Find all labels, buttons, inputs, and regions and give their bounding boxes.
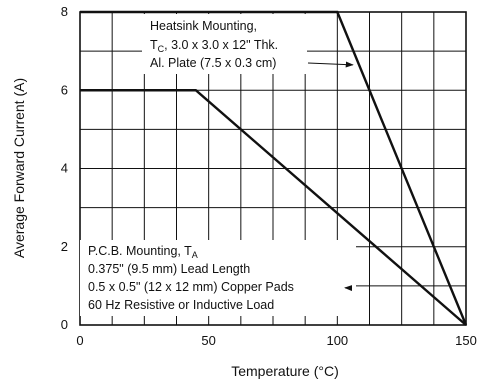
annotation-heatsink-line-1: Heatsink Mounting, <box>150 19 257 33</box>
annotation-pcb: P.C.B. Mounting, TA 0.375" (9.5 mm) Lead… <box>80 240 356 316</box>
annotation-pcb-bg <box>80 240 356 316</box>
x-tick-label: 50 <box>201 333 215 348</box>
y-axis-label: Average Forward Current (A) <box>11 78 27 258</box>
y-tick-label: 0 <box>61 317 68 332</box>
y-tick-label: 4 <box>61 161 68 176</box>
annotation-pcb-line-3: 0.5 x 0.5" (12 x 12 mm) Copper Pads <box>88 280 294 294</box>
annotation-heatsink-arrow <box>307 61 354 68</box>
x-tick-label: 100 <box>326 333 348 348</box>
annotation-heatsink-line-2: TC, 3.0 x 3.0 x 12" Thk. <box>150 38 278 54</box>
annotation-pcb-line-4: 60 Hz Resistive or Inductive Load <box>88 298 274 312</box>
series-line-1 <box>80 10 468 326</box>
x-tick-label: 150 <box>455 333 477 348</box>
tick-labels: 0 50 100 150 0 2 4 6 8 <box>61 4 477 348</box>
annotation-pcb-line-2: 0.375" (9.5 mm) Lead Length <box>88 262 250 276</box>
y-tick-label: 2 <box>61 239 68 254</box>
annotation-pcb-line-1: P.C.B. Mounting, TA <box>88 244 198 260</box>
y-tick-label: 8 <box>61 4 68 19</box>
x-tick-label: 0 <box>76 333 83 348</box>
series-lines <box>80 10 468 326</box>
y-tick-label: 6 <box>61 82 68 97</box>
x-axis-label: Temperature (°C) <box>231 363 339 379</box>
annotation-heatsink-line-3: Al. Plate (7.5 x 0.3 cm) <box>150 56 276 70</box>
series-line-2 <box>80 89 467 326</box>
annotation-heatsink: Heatsink Mounting, TC, 3.0 x 3.0 x 12" T… <box>142 14 354 74</box>
annotation-heatsink-bg <box>142 14 307 74</box>
